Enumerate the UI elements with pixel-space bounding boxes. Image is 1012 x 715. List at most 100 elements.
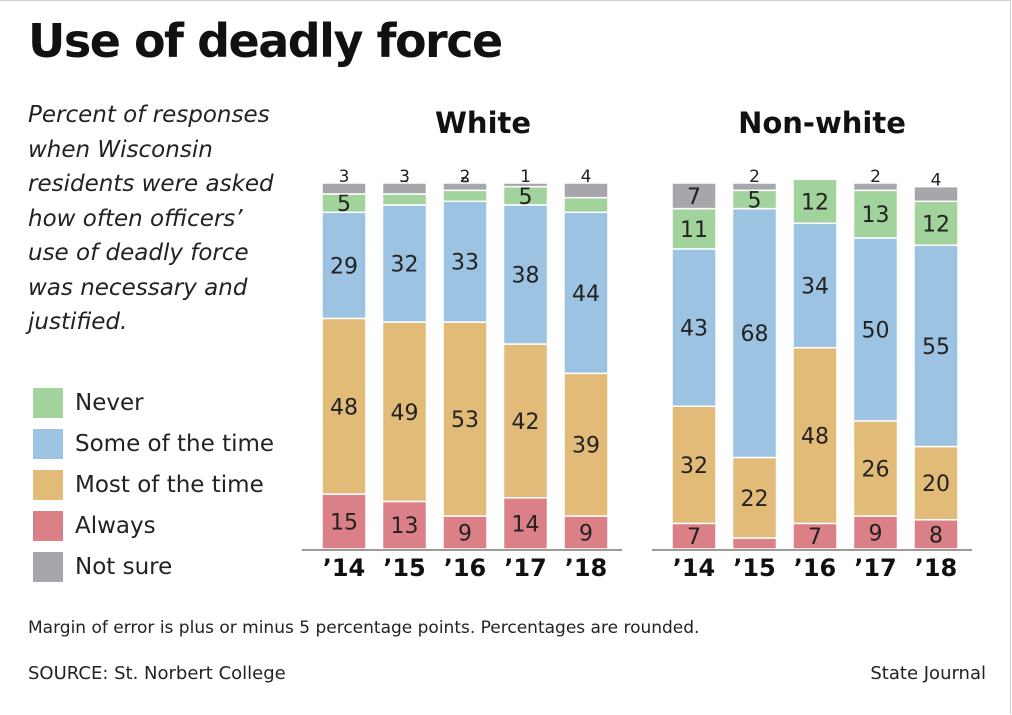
- white-tick-label-1: ’14: [323, 554, 366, 582]
- white-bar-some-of-the-time-4: [502, 204, 549, 345]
- white-bar-most-of-the-time-3: [442, 321, 488, 517]
- white-label-not-sure-1: 3: [339, 167, 350, 187]
- white-bar-not-sure-1: [321, 182, 367, 195]
- non-white-tick-label-3: ’16: [794, 554, 837, 582]
- white-label-some-of-the-time-2: 32: [391, 253, 419, 278]
- legend-label-most-of-the-time: Most of the time: [75, 471, 264, 498]
- white-label-some-of-the-time-3: 33: [451, 251, 479, 276]
- white-label-most-of-the-time-5: 39: [572, 434, 600, 459]
- white-label-some-of-the-time-4: 38: [512, 264, 540, 289]
- legend-item-some-of-the-time: Some of the time: [33, 423, 274, 464]
- non-white-bar-some-of-the-time-1: [671, 248, 717, 408]
- legend: Never Some of the time Most of the time …: [33, 382, 274, 587]
- white-chart-title: White: [435, 106, 531, 140]
- white-bar-always-5: [563, 515, 609, 550]
- non-white-label-some-of-the-time-3: 34: [801, 274, 829, 299]
- white-label-most-of-the-time-2: 49: [391, 401, 419, 426]
- white-bar-not-sure-5: [563, 182, 609, 199]
- non-white-label-always-5: 8: [929, 523, 943, 548]
- non-white-tick-label-2: ’15: [733, 554, 776, 582]
- white-label-always-3: 9: [458, 522, 472, 547]
- white-tick-label-2: ’15: [383, 554, 426, 582]
- non-white-label-most-of-the-time-3: 48: [801, 425, 829, 450]
- non-white-bar-most-of-the-time-3: [792, 346, 838, 525]
- non-white-label-always-3: 7: [808, 525, 822, 550]
- non-white-bar-most-of-the-time-2: [731, 456, 778, 539]
- white-label-most-of-the-time-4: 42: [512, 410, 540, 435]
- publication-credit: State Journal: [870, 663, 986, 684]
- non-white-label-some-of-the-time-4: 50: [862, 318, 890, 343]
- white-bar-not-sure-4: [502, 182, 549, 188]
- legend-item-always: Always: [33, 505, 274, 546]
- non-white-label-always-4: 9: [869, 522, 883, 547]
- non-white-bar-never-1: [671, 207, 717, 250]
- non-white-label-most-of-the-time-5: 20: [922, 472, 950, 497]
- legend-label-not-sure: Not sure: [75, 553, 173, 580]
- white-label-not-sure-2: 3: [399, 167, 410, 187]
- white-bar-some-of-the-time-2: [381, 204, 428, 323]
- non-white-label-not-sure-5: 4: [931, 171, 942, 191]
- legend-swatch-always: [33, 510, 63, 541]
- non-white-label-never-2: 5: [748, 188, 762, 213]
- white-bar-most-of-the-time-4: [502, 343, 549, 499]
- non-white-label-never-4: 13: [862, 203, 890, 228]
- legend-swatch-some-of-the-time: [33, 428, 63, 459]
- non-white-bar-not-sure-5: [913, 185, 959, 203]
- legend-item-not-sure: Not sure: [33, 546, 274, 587]
- non-white-label-not-sure-1: 7: [687, 185, 701, 210]
- white-tick-label-3: ’16: [444, 554, 487, 582]
- white-label-never-4: 5: [519, 185, 533, 210]
- non-white-bar-most-of-the-time-4: [852, 420, 899, 517]
- non-white-bar-always-5: [913, 518, 959, 550]
- non-white-label-never-3: 12: [801, 190, 829, 215]
- legend-swatch-most-of-the-time: [33, 469, 63, 500]
- non-white-tick-label-1: ’14: [673, 554, 716, 582]
- white-label-some-of-the-time-5: 44: [572, 282, 600, 307]
- non-white-label-always-1: 7: [687, 525, 701, 550]
- white-label-always-1: 15: [330, 511, 358, 536]
- graphic-description: Percent of responses when Wisconsin resi…: [28, 102, 274, 335]
- legend-label-never: Never: [75, 389, 144, 416]
- non-white-bar-some-of-the-time-3: [792, 222, 838, 349]
- legend-item-never: Never: [33, 382, 274, 423]
- non-white-label-some-of-the-time-2: 68: [741, 322, 769, 347]
- non-white-bar-not-sure-1: [671, 182, 717, 210]
- legend-label-some-of-the-time: Some of the time: [75, 430, 275, 457]
- legend-swatch-not-sure: [33, 551, 63, 582]
- white-label-always-5: 9: [579, 522, 593, 547]
- white-bar-some-of-the-time-1: [321, 211, 367, 320]
- non-white-bar-not-sure-2: [731, 182, 778, 192]
- white-label-most-of-the-time-1: 48: [330, 395, 358, 420]
- white-tick-label-4: ’17: [504, 554, 547, 582]
- white-label-some-of-the-time-1: 29: [330, 254, 358, 279]
- graphic-title: Use of deadly force: [28, 14, 503, 68]
- non-white-label-not-sure-2: 2: [749, 167, 760, 187]
- white-label-always-4: 14: [512, 512, 540, 537]
- non-white-bar-some-of-the-time-4: [852, 237, 899, 422]
- white-label-most-of-the-time-3: 53: [451, 408, 479, 433]
- non-white-label-some-of-the-time-1: 43: [680, 317, 708, 342]
- non-white-bar-some-of-the-time-5: [913, 244, 959, 448]
- non-white-bar-never-5: [913, 200, 959, 246]
- non-white-label-most-of-the-time-4: 26: [862, 457, 890, 482]
- white-label-never-1: 5: [337, 192, 351, 217]
- white-bar-always-2: [381, 500, 428, 550]
- white-label-not-sure-3: 2: [460, 167, 471, 187]
- legend-item-most-of-the-time: Most of the time: [33, 464, 274, 505]
- white-label-always-2: 13: [391, 514, 419, 539]
- white-bar-most-of-the-time-2: [381, 321, 428, 503]
- white-label-not-sure-4: 1: [520, 167, 531, 187]
- non-white-chart-title: Non-white: [738, 106, 906, 140]
- white-bar-always-3: [442, 515, 488, 550]
- white-bar-most-of-the-time-1: [321, 317, 367, 495]
- non-white-bar-not-sure-4: [852, 182, 899, 192]
- non-white-tick-label-4: ’17: [854, 554, 897, 582]
- white-bar-not-sure-3: [442, 182, 488, 192]
- non-white-bar-most-of-the-time-5: [913, 445, 959, 521]
- white-tick-label-5: ’18: [565, 554, 608, 582]
- non-white-label-most-of-the-time-1: 32: [680, 454, 708, 479]
- non-white-bar-most-of-the-time-1: [671, 405, 717, 525]
- non-white-tick-label-5: ’18: [915, 554, 958, 582]
